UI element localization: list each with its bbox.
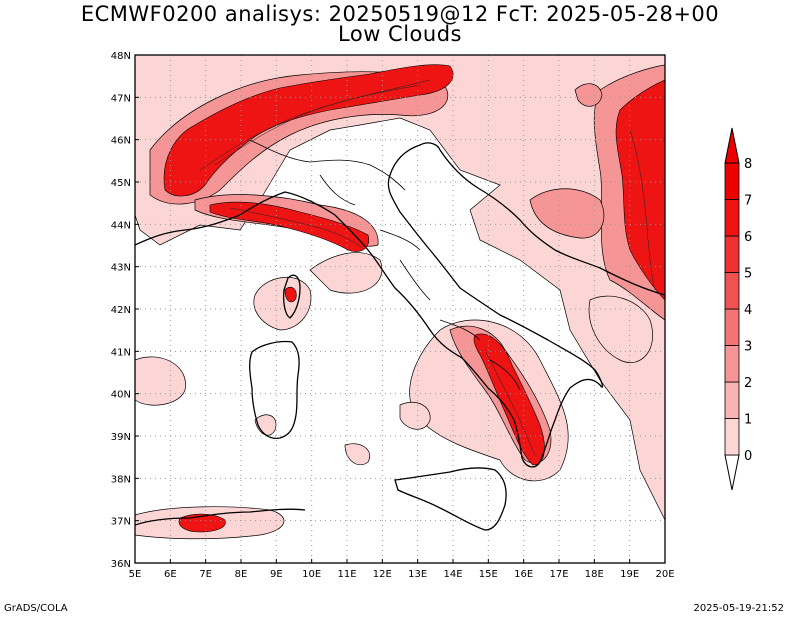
cloud-region-tyrrhenian: [344, 443, 370, 466]
contour-lines: [199, 79, 656, 456]
colorbar-swatch: [724, 308, 740, 346]
colorbar-label: 1: [744, 413, 752, 428]
colorbar-label: 7: [744, 194, 752, 209]
colorbar-swatch: [724, 199, 740, 237]
longitude-tick-label: 19E: [620, 569, 639, 580]
colorbar-label: 8: [744, 157, 752, 172]
colorbar-swatch: [724, 345, 740, 383]
cloud-region-dalmatia: [588, 295, 653, 363]
longitude-tick-label: 8E: [235, 569, 248, 580]
longitude-tick-label: 14E: [443, 569, 462, 580]
colorbar-swatch: [724, 418, 740, 456]
tunisia-coast: [135, 508, 306, 526]
latitude-tick-label: 37N: [111, 517, 131, 528]
longitude-tick-label: 11E: [337, 569, 356, 580]
footer-timestamp: 2025-05-19-21:52: [693, 603, 784, 614]
latitude-tick-label: 38N: [111, 474, 131, 485]
colorbar-swatch: [724, 381, 740, 419]
sardinia-outline: [249, 340, 300, 440]
colorbar-label: 5: [744, 267, 752, 282]
colorbar-swatch: [724, 162, 740, 200]
latitude-tick-label: 42N: [111, 305, 131, 316]
map-title: ECMWF0200 analisys: 20250519@12 FcT: 202…: [80, 2, 720, 26]
borders: [249, 139, 521, 391]
longitude-tick-label: 15E: [479, 569, 498, 580]
latitude-tick-label: 45N: [111, 178, 131, 189]
footer-credit: GrADS/COLA: [4, 603, 68, 614]
latitude-tick-label: 36N: [111, 559, 131, 570]
longitude-tick-label: 18E: [585, 569, 604, 580]
cloud-region-ionian: [399, 401, 431, 430]
latitude-tick-label: 44N: [111, 220, 131, 231]
longitude-tick-label: 16E: [514, 569, 533, 580]
longitude-tick-label: 9E: [270, 569, 283, 580]
longitude-tick-label: 10E: [302, 569, 321, 580]
map-subtitle: Low Clouds: [338, 22, 462, 46]
cloud-core-sicily-channel: [178, 513, 226, 533]
cloud-core-balkans: [615, 79, 665, 301]
cloud-region-corsica: [253, 276, 312, 331]
colorbar-min-arrow: [724, 454, 740, 491]
latitude-labels: 48N 47N 46N 45N 44N 43N 42N 41N 40N 39N 38N 37N 36N: [111, 51, 139, 570]
longitude-tick-label: 7E: [199, 569, 212, 580]
cloud-core-calabria: [473, 333, 545, 466]
corsica-outline: [283, 274, 301, 319]
colorbar-label: 2: [744, 376, 752, 391]
colorbar-swatch: [724, 235, 740, 273]
grid-lines: [135, 55, 665, 563]
colorbar-label: 4: [744, 303, 752, 318]
latitude-tick-label: 39N: [111, 432, 131, 443]
colorbar-label: 6: [744, 230, 752, 245]
colorbar-label: 0: [744, 449, 752, 464]
latitude-tick-label: 48N: [111, 51, 131, 62]
longitude-labels: 5E 6E 7E 8E 9E 10E 11E 12E 13E 14E 15E 16E 17E 18E 19E…: [129, 559, 675, 580]
sicily-outline: [394, 467, 507, 531]
longitude-tick-label: 5E: [129, 569, 142, 580]
cloud-region-apennine: [309, 252, 383, 294]
latitude-tick-label: 43N: [111, 263, 131, 274]
latitude-tick-label: 41N: [111, 347, 131, 358]
longitude-tick-label: 12E: [373, 569, 392, 580]
colorbar: 0 1 2 3 4 5 6 7 8: [724, 127, 752, 491]
cloud-core-apennine-north: [209, 201, 370, 252]
coastlines: [135, 142, 665, 531]
longitude-tick-label: 13E: [408, 569, 427, 580]
colorbar-swatch: [724, 272, 740, 310]
longitude-tick-label: 17E: [549, 569, 568, 580]
latitude-tick-label: 46N: [111, 136, 131, 147]
longitude-tick-label: 20E: [655, 569, 674, 580]
cloud-region-west: [135, 356, 186, 406]
colorbar-max-arrow: [724, 127, 740, 164]
latitude-tick-label: 40N: [111, 390, 131, 401]
longitude-tick-label: 6E: [164, 569, 177, 580]
latitude-tick-label: 47N: [111, 93, 131, 104]
cloud-field: [135, 55, 665, 540]
colorbar-label: 3: [744, 340, 752, 355]
